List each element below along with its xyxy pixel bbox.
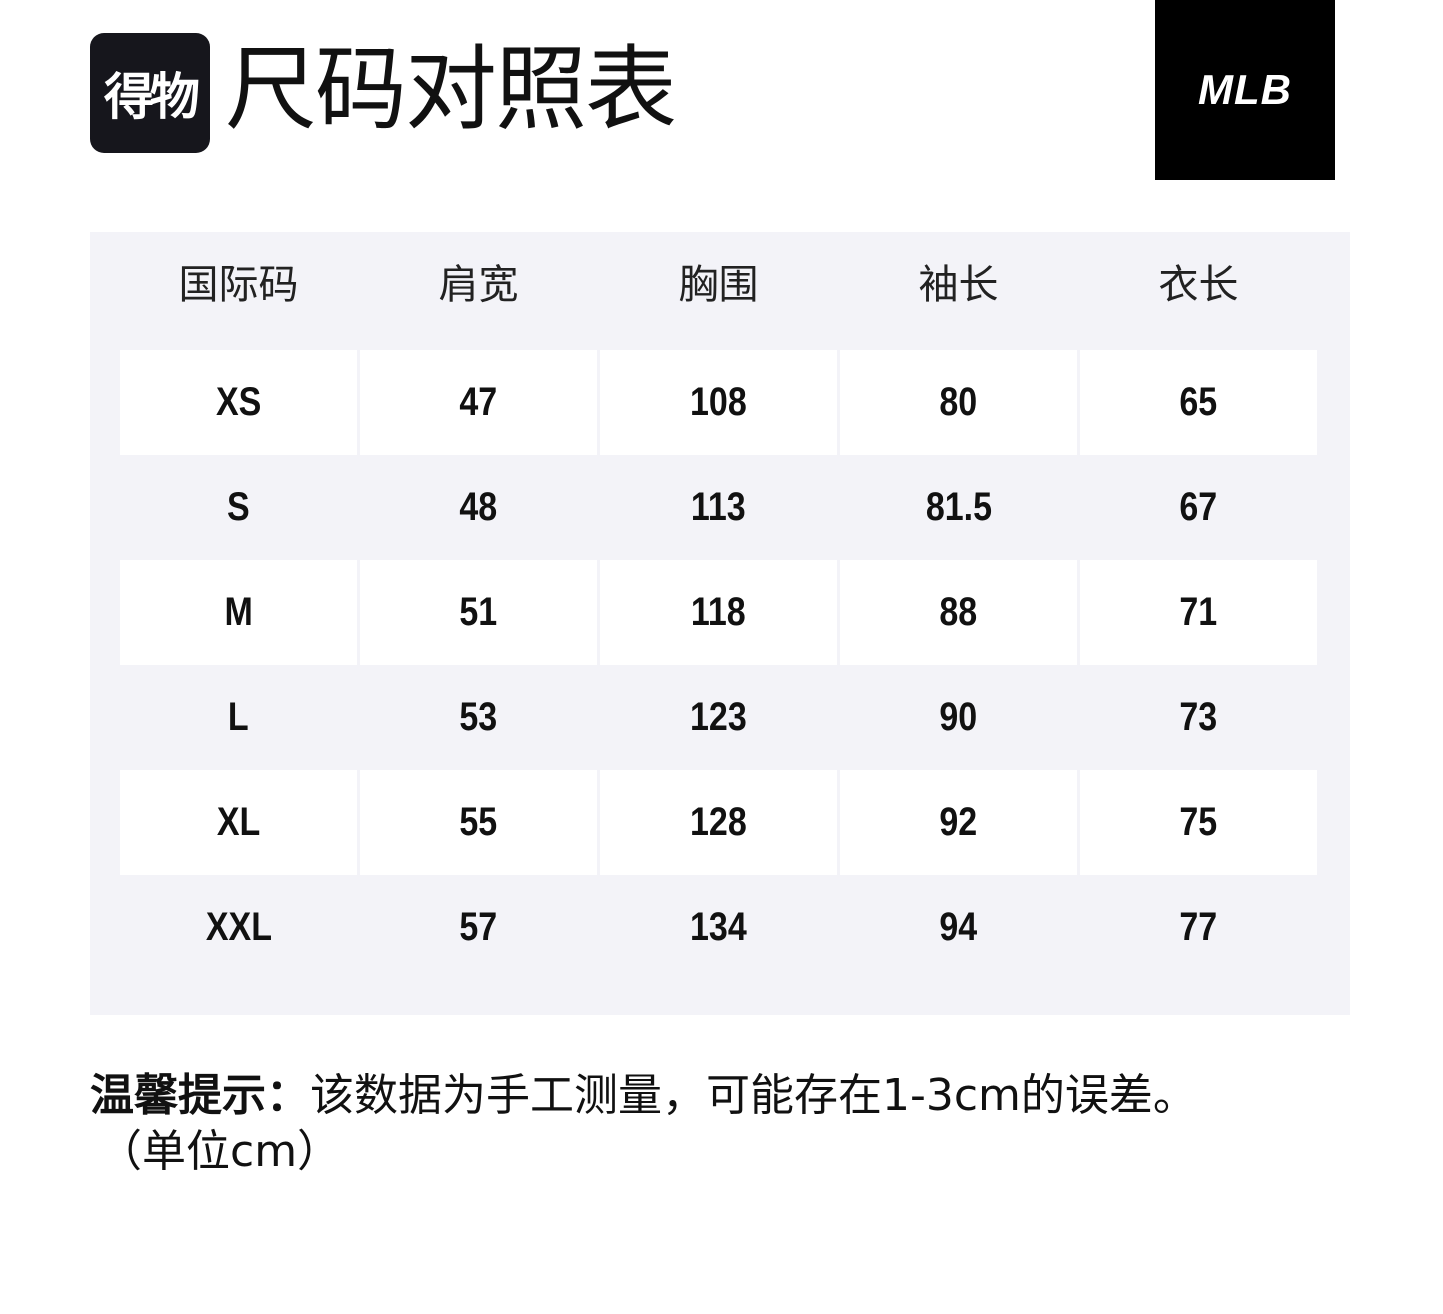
cell-text: 90 <box>939 695 978 739</box>
table-cell: XXL <box>120 875 357 980</box>
cell-text: 108 <box>690 380 747 424</box>
table-cell: 51 <box>360 560 597 665</box>
cell-text: XXL <box>205 905 272 949</box>
app-logo: 得物 <box>90 33 210 153</box>
cell-text: 57 <box>459 905 498 949</box>
table-cell: XS <box>120 350 357 455</box>
cell-text: 73 <box>1179 695 1218 739</box>
table-cell: 128 <box>600 770 837 875</box>
size-table: 国际码 肩宽 胸围 袖长 衣长 XS 47 108 80 65 S 48 113 81.5 67 M 51 118… <box>90 232 1350 1015</box>
note-unit: （单位cm） <box>98 1126 342 1177</box>
table-cell: 53 <box>360 665 597 770</box>
cell-text: 128 <box>690 800 747 844</box>
cell-text: 51 <box>459 590 498 634</box>
cell-text: 47 <box>459 380 498 424</box>
cell-text: 92 <box>939 800 978 844</box>
table-cell: 90 <box>840 665 1077 770</box>
cell-text: 75 <box>1179 800 1218 844</box>
column-header: 衣长 <box>1158 262 1239 308</box>
cell-text: 55 <box>459 800 498 844</box>
cell-text: 123 <box>690 695 747 739</box>
column-header: 国际码 <box>178 262 299 308</box>
cell-text: 118 <box>691 590 746 634</box>
cell-text: 65 <box>1179 380 1218 424</box>
table-cell: 81.5 <box>840 455 1077 560</box>
cell-text: 113 <box>691 485 746 529</box>
page-title: 尺码对照表 <box>225 36 677 143</box>
table-cell: 80 <box>840 350 1077 455</box>
cell-text: 67 <box>1179 485 1218 529</box>
cell-text: XL <box>216 800 261 844</box>
table-cell: 134 <box>600 875 837 980</box>
table-cell: 123 <box>600 665 837 770</box>
table-cell: 88 <box>840 560 1077 665</box>
note-text: 该数据为手工测量，可能存在1-3cm的误差。 <box>310 1070 1197 1121</box>
table-cell: 94 <box>840 875 1077 980</box>
table-cell: 92 <box>840 770 1077 875</box>
table-cell: 47 <box>360 350 597 455</box>
cell-text: 77 <box>1179 905 1218 949</box>
note-label: 温馨提示： <box>90 1070 310 1121</box>
table-cell: 108 <box>600 350 837 455</box>
cell-text: M <box>224 590 253 634</box>
cell-text: S <box>227 485 250 529</box>
table-cell: 71 <box>1080 560 1317 665</box>
table-cell: 77 <box>1080 875 1317 980</box>
table-cell: 48 <box>360 455 597 560</box>
table-cell: 57 <box>360 875 597 980</box>
table-cell: 73 <box>1080 665 1317 770</box>
table-cell: 67 <box>1080 455 1317 560</box>
cell-text: 71 <box>1179 590 1218 634</box>
cell-text: 134 <box>690 905 747 949</box>
table-cell: M <box>120 560 357 665</box>
table-cell: 55 <box>360 770 597 875</box>
cell-text: XS <box>215 380 262 424</box>
table-cell: 113 <box>600 455 837 560</box>
column-header: 胸围 <box>678 262 759 308</box>
cell-text: 53 <box>459 695 498 739</box>
cell-text: 81.5 <box>925 485 992 529</box>
cell-text: 80 <box>939 380 978 424</box>
brand-logo: MLB <box>1155 0 1335 180</box>
table-cell: L <box>120 665 357 770</box>
table-cell: XL <box>120 770 357 875</box>
table-cell: 118 <box>600 560 837 665</box>
column-header: 袖长 <box>918 262 999 308</box>
cell-text: 94 <box>939 905 978 949</box>
table-cell: 75 <box>1080 770 1317 875</box>
table-cell: 65 <box>1080 350 1317 455</box>
column-header: 肩宽 <box>438 262 519 308</box>
table-cell: S <box>120 455 357 560</box>
note: 温馨提示：该数据为手工测量，可能存在1-3cm的误差。 （单位cm） <box>90 1068 1390 1180</box>
cell-text: 88 <box>939 590 978 634</box>
cell-text: L <box>228 695 249 739</box>
cell-text: 48 <box>459 485 498 529</box>
